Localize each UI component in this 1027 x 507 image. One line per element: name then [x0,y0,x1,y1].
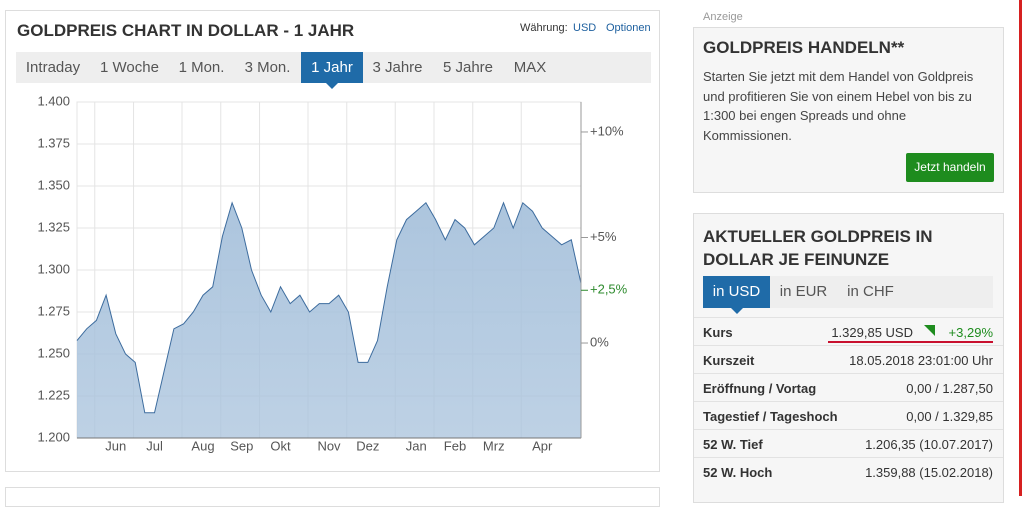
x-tick-label: Nov [317,438,341,453]
y2-tick-label: +5% [590,229,617,244]
y-tick-label: 1.225 [37,387,70,402]
y-tick-label: 1.350 [37,177,70,192]
y-tick-label: 1.200 [37,429,70,444]
chart: 1.200 1.225 1.250 1.275 1.300 1.325 1.350 1.375… [37,93,628,453]
range-tab[interactable]: 1 Jahr [301,52,363,89]
row-label: Kurs [703,325,733,340]
row-value: 18.05.2018 23:01:00 Uhr [849,353,993,368]
y2-tick-label: +10% [590,123,624,138]
quote-box [693,213,1004,503]
options-link[interactable]: Optionen [606,22,651,34]
line [76,201,582,414]
trade-button[interactable]: Jetzt handeln [906,153,994,182]
y2-marker-label: +2,5% [590,282,628,297]
x-tick-label: Sep [230,438,253,453]
quote-row: 52 W. Tief 1.206,35 (10.07.2017) [694,429,1003,458]
ad-label: Anzeige [703,11,743,23]
row-value: 0,00 / 1.329,85 [906,409,993,424]
chart-heading: GOLDPREIS CHART IN DOLLAR - 1 JAHR [17,21,355,40]
row-value: 1.329,85 USD [831,325,913,340]
range-tab[interactable]: 1 Woche [100,59,159,76]
range-tab[interactable]: MAX [513,59,547,76]
x-tick-label: Jul [146,438,163,453]
x-tick-label: Feb [444,438,466,453]
range-tab[interactable]: Intraday [25,59,81,76]
range-tab[interactable]: 3 Jahre [372,59,423,76]
price-underline [828,341,993,343]
row-label: 52 W. Hoch [703,465,773,480]
quote-row: Kurs 1.329,85 USD +3,29% [694,317,1003,346]
x-tick-label: Jan [406,438,427,453]
y-tick-label: 1.250 [37,345,70,360]
quote-row: Tagestief / Tageshoch 0,00 / 1.329,85 [694,401,1003,430]
y-tick-label: 1.375 [37,135,70,150]
y-tick-label: 1.300 [37,261,70,276]
row-value: 1.359,88 (15.02.2018) [865,465,993,480]
quote-row: 52 W. Hoch 1.359,88 (15.02.2018) [694,457,1003,486]
range-tab[interactable]: 3 Mon. [244,59,291,76]
x-tick-label: Mrz [483,438,505,453]
quote-title: AKTUELLER GOLDPREIS IN DOLLAR JE FEINUNZ… [703,227,933,269]
row-value: 1.206,35 (10.07.2017) [865,437,993,452]
y2-tick-label: 0% [590,334,609,349]
row-label: 52 W. Tief [703,437,763,452]
next-panel [5,487,660,507]
x-tick-label: Aug [191,438,214,453]
ad-title: GOLDPREIS HANDELN** [703,38,905,57]
range-tab[interactable]: 5 Jahre [442,59,494,76]
y-tick-label: 1.325 [37,219,70,234]
x-tick-label: Okt [270,438,291,453]
x-tick-label: Jun [105,438,126,453]
currency-link[interactable]: USD [573,22,597,34]
page-edge [1019,0,1022,496]
page: GOLDPREIS CHART IN DOLLAR - 1 JAHR Währu… [5,0,1022,507]
x-tick-label: Dez [356,438,379,453]
row-label: Eröffnung / Vortag [703,381,817,396]
x-tick-label: Apr [532,438,553,453]
area [77,202,581,438]
range-tabs: Intraday 1 Woche 1 Mon. 3 Mon. 1 Jahr 3 Jahre… [16,52,651,89]
currency-tab[interactable]: in USD [703,276,770,314]
currency-label: Währung: [520,22,568,34]
currency-tab[interactable]: in CHF [847,283,894,300]
currency-tab[interactable]: in EUR [779,283,828,300]
row-value: 0,00 / 1.287,50 [906,381,993,396]
row-label: Tagestief / Tageshoch [703,409,838,424]
y-tick-label: 1.400 [37,93,70,108]
quote-row: Eröffnung / Vortag 0,00 / 1.287,50 [694,373,1003,402]
y-tick-label: 1.275 [37,303,70,318]
ad-text: Starten Sie jetzt mit dem Handel von Gol… [703,69,974,143]
row-label: Kurszeit [703,353,755,368]
change-arrow [924,325,935,336]
row-change: +3,29% [948,325,993,340]
range-tab[interactable]: 1 Mon. [178,59,225,76]
quote-row: Kurszeit 18.05.2018 23:01:00 Uhr [694,345,1003,374]
